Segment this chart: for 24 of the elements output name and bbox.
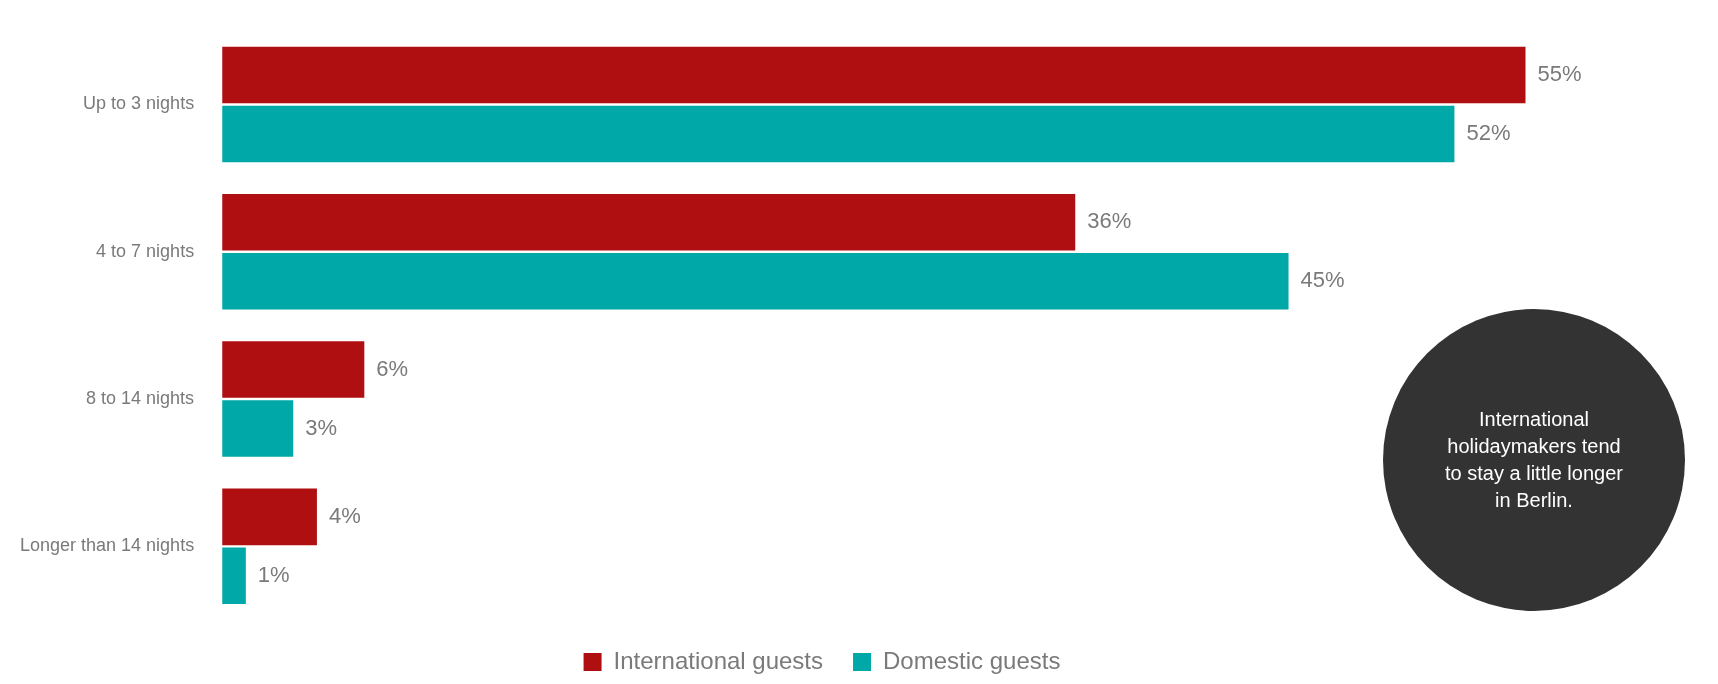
annotation: International holidaymakers tend to stay a little longer in Berlin. [1444,407,1624,513]
legend-label: Domestic guests [883,646,1061,674]
circle-shape: International holidaymakers tend to stay a little longer in Berlin. [1383,309,1685,611]
data-label: 36% [1087,208,1132,234]
bar [222,341,365,398]
bar [222,46,1526,104]
data-label: 6% [376,355,409,381]
y-tick-label: 8 to 14 nights [86,388,195,409]
data-label: 1% [257,561,290,587]
bar [222,105,1455,163]
y-tick-label: Longer than 14 nights [20,535,195,556]
bar [222,400,294,457]
bar [222,194,1076,251]
legend-label: International guests [613,646,824,674]
data-label: 52% [1466,119,1511,145]
data-label: 3% [305,414,338,440]
data-label: 55% [1537,61,1582,87]
bar [222,252,1289,310]
data-label: 45% [1300,267,1345,293]
data-label: 4% [328,502,361,528]
y-tick-label: 4 to 7 nights [96,240,195,261]
bar [222,547,246,605]
bar [222,488,317,546]
y-tick-label: Up to 3 nights [83,93,195,114]
